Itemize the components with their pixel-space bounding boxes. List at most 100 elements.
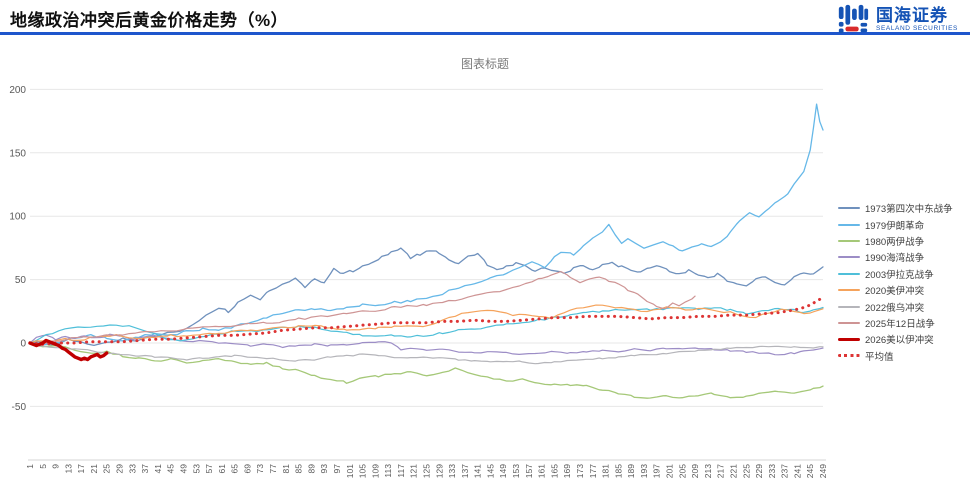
legend-item-iraq-war-2003: 2003伊拉克战争 bbox=[838, 266, 968, 282]
legend-item-us-israel-iran-2026: 2026美以伊冲突 bbox=[838, 331, 968, 347]
x-tick-label: 93 bbox=[319, 464, 329, 474]
legend-label: 2020美伊冲突 bbox=[865, 286, 925, 298]
legend-label: 1990海湾战争 bbox=[865, 253, 925, 265]
legend-swatch-iran-revolution-1979 bbox=[838, 223, 860, 226]
x-tick-label: 33 bbox=[127, 464, 137, 474]
y-axis-labels: 200 150 100 50 0 -50 bbox=[9, 85, 26, 413]
x-tick-label: 161 bbox=[537, 464, 547, 478]
series-line-twelve-day-war-2025 bbox=[29, 270, 696, 346]
legend-item-us-iran-2020: 2020美伊冲突 bbox=[838, 282, 968, 298]
y-tick-label: 100 bbox=[9, 212, 26, 223]
legend-item-average: 平均值 bbox=[838, 348, 968, 364]
x-tick-label: 225 bbox=[741, 464, 751, 478]
brand-subtitle: SEALAND SECURITIES bbox=[876, 25, 958, 33]
x-tick-label: 25 bbox=[102, 464, 112, 474]
chart-title: 图表标题 bbox=[460, 57, 509, 71]
x-tick-label: 89 bbox=[306, 464, 316, 474]
x-tick-label: 217 bbox=[716, 464, 726, 478]
series-line-average bbox=[28, 295, 825, 346]
legend-swatch-middle-east-war-1973 bbox=[838, 207, 860, 210]
legend-swatch-iraq-war-2003 bbox=[838, 272, 860, 275]
legend-item-iran-iraq-war-1980: 1980两伊战争 bbox=[838, 233, 968, 249]
legend-label: 2026美以伊冲突 bbox=[865, 335, 934, 347]
x-tick-label: 17 bbox=[76, 464, 86, 474]
legend-swatch-gulf-war-1990 bbox=[838, 256, 860, 259]
series-line-iran-iraq-war-1980 bbox=[29, 342, 824, 399]
series-line-gulf-war-1990 bbox=[29, 333, 824, 356]
x-tick-label: 5 bbox=[38, 464, 48, 469]
x-tick-label: 249 bbox=[818, 464, 828, 478]
legend-item-gulf-war-1990: 1990海湾战争 bbox=[838, 249, 968, 265]
x-tick-label: 85 bbox=[294, 464, 304, 474]
x-axis-labels: 1 5 9 13 17 21 25 29 33 37 41 45 49 53 57 61 65 69 73 77 81 8… bbox=[25, 464, 828, 478]
series-line-iran-revolution-1979 bbox=[29, 103, 824, 346]
gridlines bbox=[30, 88, 823, 407]
y-tick-label: 50 bbox=[15, 275, 27, 286]
x-tick-label: 181 bbox=[601, 464, 611, 478]
x-tick-label: 117 bbox=[396, 464, 406, 478]
x-tick-label: 133 bbox=[447, 464, 457, 478]
legend-swatch-us-iran-2020 bbox=[838, 289, 860, 292]
page-title: 地缘政治冲突后黄金价格走势（%） bbox=[10, 11, 289, 30]
legend-swatch-iran-iraq-war-1980 bbox=[838, 239, 860, 242]
legend-swatch-us-israel-iran-2026 bbox=[838, 337, 860, 342]
x-tick-label: 209 bbox=[690, 464, 700, 478]
x-tick-label: 129 bbox=[434, 464, 444, 478]
x-tick-label: 101 bbox=[345, 464, 355, 478]
x-tick-label: 77 bbox=[268, 464, 278, 474]
x-tick-label: 125 bbox=[422, 464, 432, 478]
x-tick-label: 189 bbox=[626, 464, 636, 478]
x-tick-label: 233 bbox=[767, 464, 777, 478]
x-tick-label: 245 bbox=[805, 464, 815, 478]
legend-item-russia-ukraine-2022: 2022俄乌冲突 bbox=[838, 298, 968, 314]
legend-swatch-twelve-day-war-2025 bbox=[838, 321, 860, 324]
legend-item-iran-revolution-1979: 1979伊朗革命 bbox=[838, 216, 968, 232]
chart-legend: 1973第四次中东战争 1979伊朗革命 1980两伊战争 1990海湾战争 2003伊… bbox=[838, 200, 968, 364]
legend-label: 1979伊朗革命 bbox=[865, 220, 925, 232]
legend-label: 2022俄乌冲突 bbox=[865, 302, 925, 314]
x-tick-label: 141 bbox=[473, 464, 483, 478]
legend-label: 2003伊拉克战争 bbox=[865, 269, 934, 281]
y-tick-label: -50 bbox=[12, 402, 27, 413]
x-tick-label: 113 bbox=[383, 464, 393, 478]
legend-item-middle-east-war-1973: 1973第四次中东战争 bbox=[838, 200, 968, 216]
x-tick-label: 165 bbox=[549, 464, 559, 478]
x-tick-label: 61 bbox=[217, 464, 227, 474]
x-tick-label: 1 bbox=[25, 464, 35, 469]
legend-label: 2025年12日战争 bbox=[865, 318, 935, 330]
x-tick-label: 121 bbox=[409, 464, 419, 478]
x-tick-label: 149 bbox=[498, 464, 508, 478]
x-tick-label: 185 bbox=[613, 464, 623, 478]
sealand-securities-icon bbox=[838, 4, 869, 34]
x-tick-label: 69 bbox=[242, 464, 252, 474]
y-tick-label: 0 bbox=[20, 339, 26, 350]
x-tick-label: 221 bbox=[728, 464, 738, 478]
x-tick-label: 13 bbox=[63, 464, 73, 474]
x-tick-label: 9 bbox=[51, 464, 61, 469]
x-tick-label: 105 bbox=[358, 464, 368, 478]
x-tick-label: 145 bbox=[485, 464, 495, 478]
x-tick-label: 193 bbox=[639, 464, 649, 478]
x-tick-label: 37 bbox=[140, 464, 150, 474]
x-tick-label: 177 bbox=[588, 464, 598, 478]
x-tick-label: 29 bbox=[115, 464, 125, 474]
x-tick-label: 153 bbox=[511, 464, 521, 478]
x-tick-label: 137 bbox=[460, 464, 470, 478]
series-line-us-iran-2020 bbox=[29, 304, 824, 344]
x-tick-label: 229 bbox=[754, 464, 764, 478]
x-tick-label: 49 bbox=[178, 464, 188, 474]
x-tick-label: 21 bbox=[89, 464, 99, 474]
series-line-us-israel-iran-2026 bbox=[28, 338, 109, 362]
legend-swatch-average bbox=[838, 353, 860, 358]
y-tick-label: 200 bbox=[9, 85, 26, 96]
brand-logo: 国海证券 SEALAND SECURITIES bbox=[836, 3, 958, 37]
x-tick-label: 81 bbox=[281, 464, 291, 474]
x-tick-label: 65 bbox=[230, 464, 240, 474]
x-tick-label: 45 bbox=[166, 464, 176, 474]
x-tick-label: 213 bbox=[703, 464, 713, 478]
x-tick-label: 173 bbox=[575, 464, 585, 478]
x-tick-label: 109 bbox=[370, 464, 380, 478]
x-tick-label: 197 bbox=[652, 464, 662, 478]
header-accent-rule bbox=[0, 32, 970, 35]
